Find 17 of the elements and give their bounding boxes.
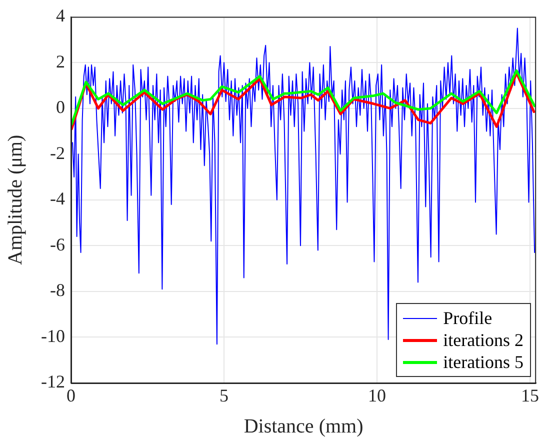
y-tick-label: -8 (50, 280, 65, 300)
x-axis-title: Distance (mm) (244, 415, 364, 438)
legend-label: iterations 2 (443, 330, 524, 350)
y-tick-label: 4 (56, 6, 65, 26)
y-tick-label: -12 (41, 372, 65, 392)
y-tick-label: -6 (50, 234, 65, 254)
y-tick-label: -2 (50, 142, 65, 163)
x-tick-label: 15 (520, 386, 539, 406)
y-tick-label: -10 (41, 326, 65, 346)
x-tick-label: 5 (219, 386, 228, 406)
y-axis-title: Amplitude (μm) (4, 134, 26, 265)
y-tick-label: -4 (50, 188, 65, 209)
legend-label: iterations 5 (443, 352, 524, 372)
legend-label: Profile (443, 308, 492, 328)
y-tick-label: 0 (56, 97, 65, 118)
y-tick-label: 2 (56, 51, 65, 72)
x-tick-label: 10 (368, 386, 386, 406)
